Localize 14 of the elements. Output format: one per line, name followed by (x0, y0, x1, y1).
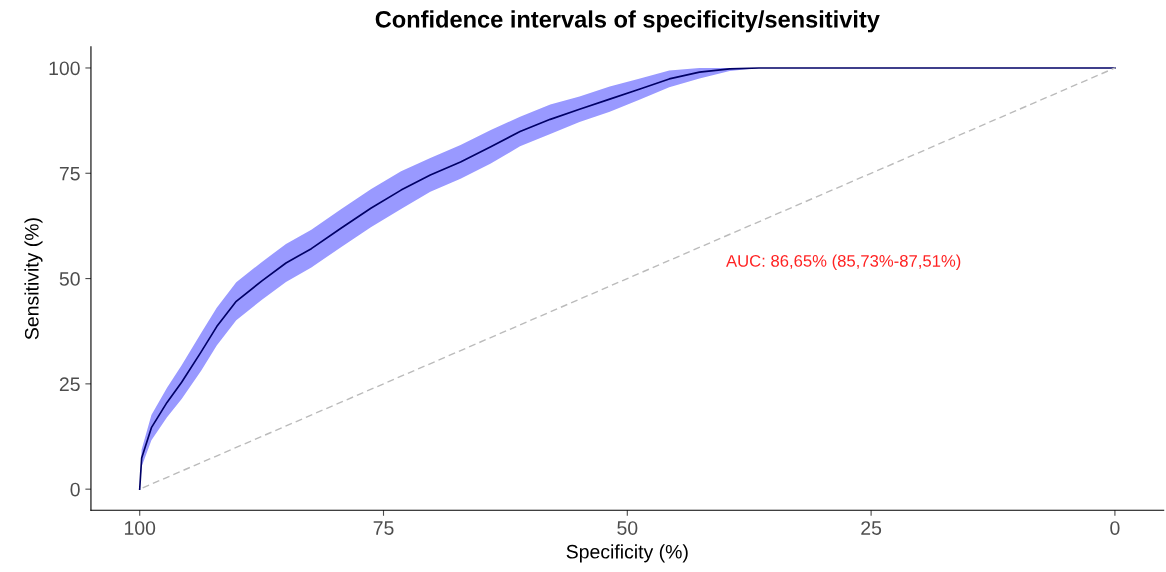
y-tick-label: 100 (49, 61, 80, 76)
y-tick-label: 75 (59, 166, 80, 181)
x-tick-label: 25 (861, 521, 882, 535)
y-tick-label: 0 (70, 482, 80, 497)
annotation: AUC: 86,65% (85,73%-87,51%) (726, 254, 961, 271)
chart-title: Confidence intervals of specificity/sensitivity (375, 10, 880, 33)
y-axis-title: Sensitivity (%) (24, 218, 43, 340)
x-tick-label: 0 (1110, 521, 1120, 535)
x-tick-label: 100 (124, 521, 156, 535)
x-tick-label: 75 (373, 521, 394, 535)
y-tick-label: 25 (59, 377, 80, 392)
x-axis-title: Specificity (%) (566, 544, 688, 563)
x-tick-label: 50 (617, 521, 638, 535)
y-tick-label: 50 (59, 272, 80, 286)
